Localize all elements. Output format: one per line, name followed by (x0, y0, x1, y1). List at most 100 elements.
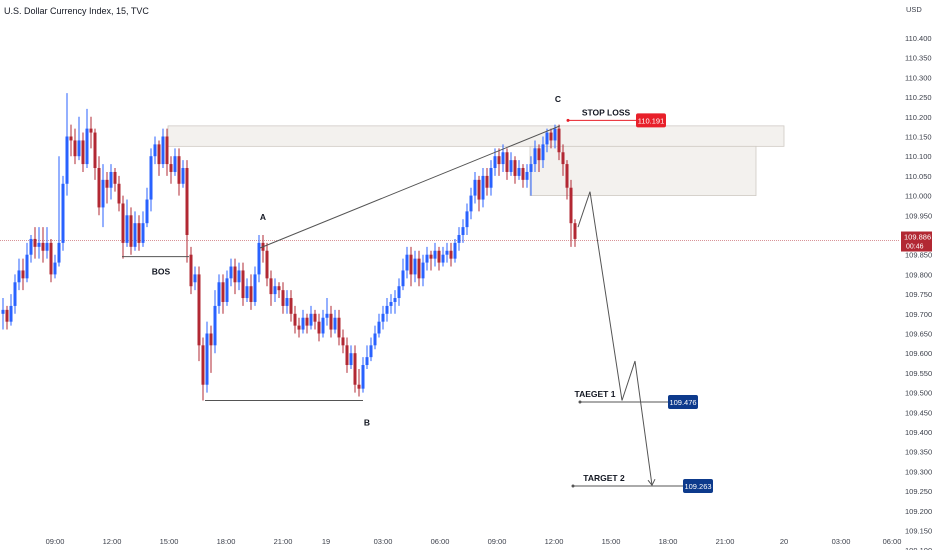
candle-body (29, 238, 33, 255)
candle (129, 207, 133, 255)
candle (449, 242, 453, 267)
candle-body (565, 164, 569, 188)
candle (477, 175, 481, 212)
x-tick-label: 20 (780, 537, 788, 546)
candle (13, 274, 17, 314)
projection-arrowhead (647, 478, 656, 487)
candle-body (89, 128, 93, 133)
level-label: TAEGET 1 (575, 389, 616, 399)
candle (441, 246, 445, 267)
candle (457, 227, 461, 251)
candle-body (553, 128, 557, 141)
candle (525, 164, 529, 188)
candle (237, 262, 241, 291)
candle-body (409, 254, 413, 275)
candle (489, 160, 493, 196)
y-tick-label: 110.250 (905, 93, 932, 102)
bar-countdown: 00:46 (906, 244, 924, 251)
point-label-b: B (364, 417, 370, 427)
candle-body (485, 175, 489, 188)
candle-body (513, 160, 517, 176)
candle-body (189, 254, 193, 287)
candle (185, 160, 189, 263)
point-label-a: A (260, 212, 266, 222)
candle-body (429, 254, 433, 259)
candle (273, 278, 277, 302)
candle (341, 329, 345, 354)
candle-body (537, 148, 541, 161)
y-tick-label: 109.500 (905, 389, 932, 398)
candle-body (269, 278, 273, 295)
level-badge-value: 109.476 (669, 398, 696, 407)
candle-body (425, 254, 429, 263)
y-tick-label: 109.350 (905, 448, 932, 457)
candle (453, 238, 457, 263)
candle-body (185, 168, 189, 235)
candle-body (253, 274, 257, 302)
level-badge-value: 110.191 (638, 116, 665, 125)
y-tick-label: 109.650 (905, 330, 932, 339)
candle (557, 124, 561, 161)
candle (229, 258, 233, 287)
candle (473, 171, 477, 204)
candle (329, 305, 333, 338)
candle (281, 282, 285, 314)
x-tick-label: 18:00 (659, 537, 678, 546)
candle (37, 227, 41, 259)
candle (433, 242, 437, 267)
y-tick-label: 109.150 (905, 527, 932, 536)
candle (497, 148, 501, 176)
candle-body (365, 357, 369, 366)
candle (213, 290, 217, 354)
candle-body (197, 274, 201, 346)
candle-body (421, 262, 425, 279)
candle (125, 199, 129, 247)
candle (493, 148, 497, 176)
candle-body (41, 242, 45, 251)
candle (77, 116, 81, 161)
candle (289, 290, 293, 322)
candle (93, 128, 97, 180)
candle-body (305, 317, 309, 326)
candle (169, 156, 173, 184)
price-axis[interactable]: USD 110.400 110.350 110.300 110.250 110.200 11… (901, 5, 932, 550)
candle (157, 140, 161, 176)
candle (381, 305, 385, 330)
candle-body (361, 365, 365, 389)
currency-label: USD (906, 5, 922, 14)
candle (293, 305, 297, 334)
candle (545, 128, 549, 153)
candle (217, 274, 221, 314)
y-tick-label: 109.750 (905, 290, 932, 299)
candle-body (257, 242, 261, 275)
candle (205, 321, 209, 393)
zone-1 (167, 125, 785, 147)
candle (573, 219, 577, 247)
candle-body (237, 270, 241, 283)
candle-body (209, 333, 213, 346)
candle (569, 179, 573, 247)
candle-body (473, 179, 477, 196)
candle-body (201, 345, 205, 385)
candle-body (217, 282, 221, 306)
level-anchor (578, 400, 582, 404)
candle-body (225, 278, 229, 302)
candle-body (21, 270, 25, 279)
candle (401, 258, 405, 291)
candle-body (349, 353, 353, 366)
candle-body (117, 183, 121, 204)
x-tick-label: 19 (322, 537, 330, 546)
candle (309, 305, 313, 330)
candle-body (85, 128, 89, 165)
candle (193, 266, 197, 291)
candle-body (385, 305, 389, 314)
candle-body (205, 333, 209, 385)
candle (417, 250, 421, 287)
candle (137, 215, 141, 251)
candle (17, 258, 21, 291)
y-tick-label: 109.200 (905, 507, 932, 516)
candle-body (121, 203, 125, 243)
time-axis[interactable]: 09:00 12:00 15:00 18:00 21:00 19 03:00 06:00 09:… (46, 537, 902, 546)
candle-body (493, 156, 497, 169)
